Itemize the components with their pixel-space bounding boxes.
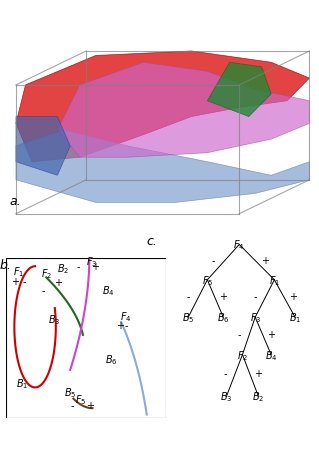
Text: -: - bbox=[187, 292, 190, 302]
Text: +: + bbox=[116, 321, 124, 331]
Text: $B_4$: $B_4$ bbox=[265, 348, 278, 362]
Text: +: + bbox=[254, 368, 263, 378]
Text: $F_2$: $F_2$ bbox=[41, 266, 53, 280]
Polygon shape bbox=[16, 131, 309, 203]
Text: -: - bbox=[238, 329, 241, 339]
Text: $B_5$: $B_5$ bbox=[182, 311, 194, 324]
Text: -: - bbox=[70, 400, 74, 410]
Polygon shape bbox=[16, 117, 70, 176]
Text: $F_2$: $F_2$ bbox=[237, 348, 248, 362]
Text: $F_3$: $F_3$ bbox=[86, 255, 98, 269]
Text: +: + bbox=[267, 329, 275, 339]
Text: c.: c. bbox=[147, 235, 158, 248]
Text: $B_4$: $B_4$ bbox=[102, 284, 115, 298]
Text: +: + bbox=[289, 292, 297, 302]
Text: $F_1$: $F_1$ bbox=[269, 273, 280, 287]
Text: +: + bbox=[91, 262, 99, 272]
Text: +: + bbox=[261, 255, 269, 266]
Text: $F_4$: $F_4$ bbox=[120, 309, 131, 323]
Text: a.: a. bbox=[10, 194, 21, 207]
Text: $B_3$: $B_3$ bbox=[48, 313, 60, 326]
Text: -: - bbox=[223, 368, 226, 378]
Text: $B_2$: $B_2$ bbox=[57, 262, 70, 275]
Text: $F_5$: $F_5$ bbox=[202, 273, 213, 287]
Text: $B_6$: $B_6$ bbox=[105, 352, 118, 366]
Text: -: - bbox=[41, 285, 45, 296]
Text: $F_1$: $F_1$ bbox=[13, 265, 24, 278]
Text: +: + bbox=[54, 278, 62, 288]
Text: $B_5$: $B_5$ bbox=[64, 386, 76, 399]
Text: $F_4$: $F_4$ bbox=[234, 238, 245, 252]
Text: $B_2$: $B_2$ bbox=[252, 390, 264, 403]
Text: $B_3$: $B_3$ bbox=[220, 390, 233, 403]
Text: -: - bbox=[77, 262, 80, 272]
Text: -: - bbox=[254, 292, 257, 302]
Text: $B_6$: $B_6$ bbox=[217, 311, 230, 324]
Text: $B_1$: $B_1$ bbox=[16, 376, 28, 390]
Polygon shape bbox=[57, 63, 309, 158]
Text: -: - bbox=[212, 255, 215, 266]
Polygon shape bbox=[16, 52, 309, 162]
Text: b.: b. bbox=[0, 259, 12, 272]
Text: $F_5$: $F_5$ bbox=[75, 392, 86, 406]
Text: $B_1$: $B_1$ bbox=[289, 311, 301, 324]
Text: -: - bbox=[22, 276, 26, 286]
Polygon shape bbox=[207, 63, 271, 117]
Text: -: - bbox=[124, 321, 128, 331]
Text: +: + bbox=[219, 292, 227, 302]
Text: $F_3$: $F_3$ bbox=[249, 311, 261, 324]
Text: +: + bbox=[11, 276, 19, 286]
Text: +: + bbox=[86, 400, 94, 410]
